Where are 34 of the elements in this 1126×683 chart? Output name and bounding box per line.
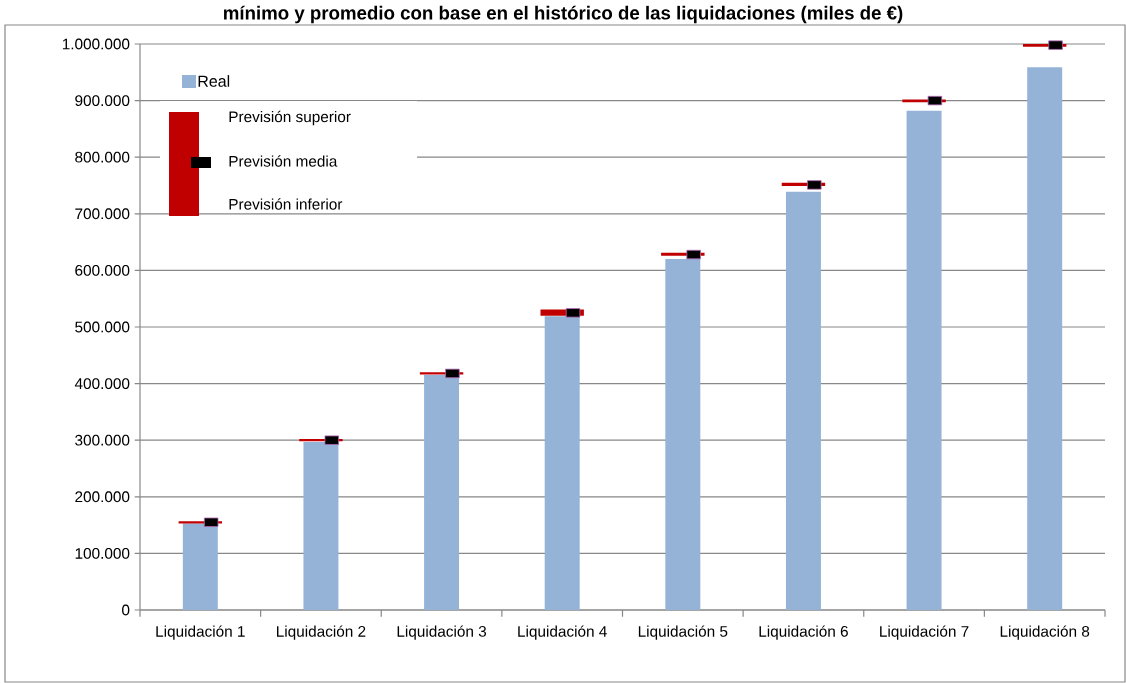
x-tick-label: Liquidación 3	[397, 625, 487, 640]
y-tick-label: 300.000	[75, 434, 130, 446]
bar	[665, 259, 701, 610]
x-tick-label: Liquidación 6	[759, 625, 848, 640]
bar	[1027, 67, 1063, 610]
annotation: Previsión inferior	[229, 198, 343, 210]
y-tick-label: 400.000	[74, 378, 130, 390]
x-tick-label: Liquidación 7	[880, 625, 969, 640]
bar	[303, 441, 339, 610]
y-tick-label: 0	[122, 604, 130, 616]
y-tick-label: 100.000	[75, 547, 130, 559]
legend-label: Previsión media	[229, 155, 338, 167]
y-tick-label: 900.000	[75, 95, 130, 107]
point	[686, 249, 701, 260]
y-tick-label: 800.000	[75, 151, 130, 163]
point	[445, 368, 460, 379]
bar	[544, 316, 580, 610]
chart-title: mínimo y promedio con base en el histórico de las liquidaciones (miles de €)	[224, 5, 903, 24]
x-tick-label: Liquidación 8	[1000, 625, 1090, 640]
bar	[424, 375, 460, 610]
x-tick-label: Liquidación 5	[638, 625, 728, 640]
annotation: Previsión superior	[229, 110, 351, 126]
y-tick-label: 500.000	[75, 321, 130, 333]
bar	[906, 110, 942, 610]
legend-label: Real	[198, 75, 230, 87]
y-tick-label: 1.000.000	[62, 38, 130, 50]
bar	[182, 523, 218, 610]
x-tick-label: Liquidación 1	[156, 625, 245, 640]
x-tick-label: Liquidación 4	[518, 625, 607, 640]
x-tick-label: Liquidación 2	[277, 625, 366, 640]
y-tick-label: 600.000	[75, 264, 130, 276]
y-tick-label: 200.000	[75, 491, 130, 503]
bar	[785, 191, 821, 610]
y-tick-label: 700.000	[75, 208, 130, 220]
